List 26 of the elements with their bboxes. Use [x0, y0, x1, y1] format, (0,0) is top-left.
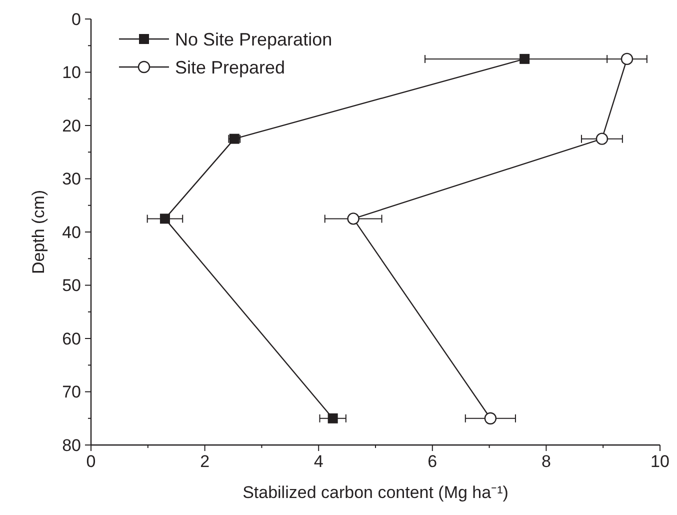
y-tick-label: 0 — [72, 10, 81, 29]
point — [520, 54, 530, 64]
legend-label: Site Prepared — [175, 57, 286, 78]
y-tick-label: 50 — [62, 276, 81, 296]
y-tick-label: 60 — [62, 329, 81, 348]
x-axis-title: Stabilized carbon content (Mg ha⁻¹) — [242, 483, 508, 502]
y-tick-label: 10 — [62, 63, 81, 82]
x-tick-label: 2 — [200, 452, 210, 471]
point — [620, 52, 634, 66]
point — [347, 212, 360, 225]
x-tick-label: 8 — [541, 452, 551, 471]
x-tick-label: 4 — [314, 452, 324, 471]
y-tick-label: 80 — [62, 436, 81, 455]
y-axis-title: Depth (cm) — [29, 190, 48, 274]
y-tick-label: 30 — [62, 170, 81, 189]
x-tick-label: 0 — [86, 452, 96, 471]
y-tick-label: 40 — [62, 222, 81, 242]
legend-label: No Site Preparation — [175, 29, 332, 50]
y-tick-label: 20 — [62, 116, 81, 136]
x-tick-label: 10 — [650, 452, 670, 471]
x-tick-label: 6 — [428, 452, 438, 471]
point — [484, 412, 497, 424]
point — [160, 214, 170, 224]
y-tick-label: 70 — [62, 382, 81, 402]
point — [328, 413, 338, 424]
point — [596, 132, 608, 145]
